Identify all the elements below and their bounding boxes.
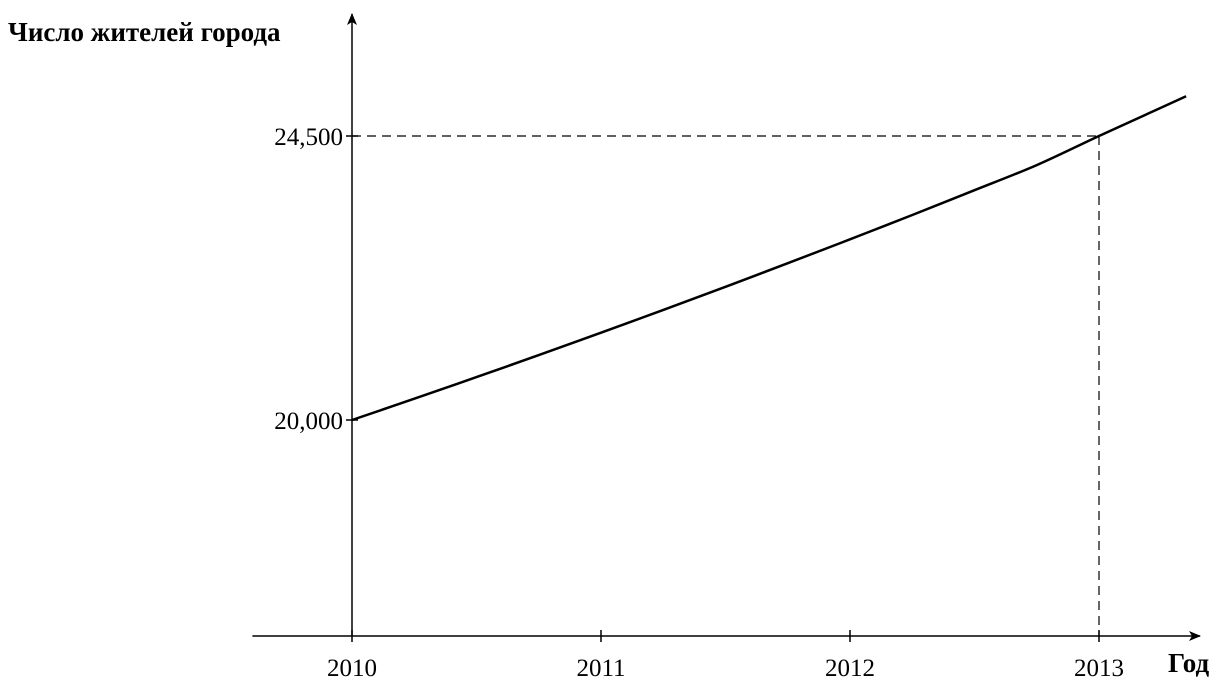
y-tick-label: 24,500 [274,124,343,151]
axes [252,13,1201,642]
x-tick-label: 2013 [1074,655,1124,682]
x-tick-label: 2012 [825,655,875,682]
guide-lines [352,135,1100,636]
y-tick-label: 20,000 [274,408,343,435]
x-tick-label: 2010 [327,655,377,682]
tick-labels: 2010 2011 2012 2013 20,000 24,500 [274,124,1124,682]
x-axis-title: Год [1168,648,1210,678]
series [351,95,1187,422]
y-axis-title: Число жителей города [8,17,281,47]
x-tick-label: 2011 [576,655,625,682]
series-line-0 [351,95,1187,422]
